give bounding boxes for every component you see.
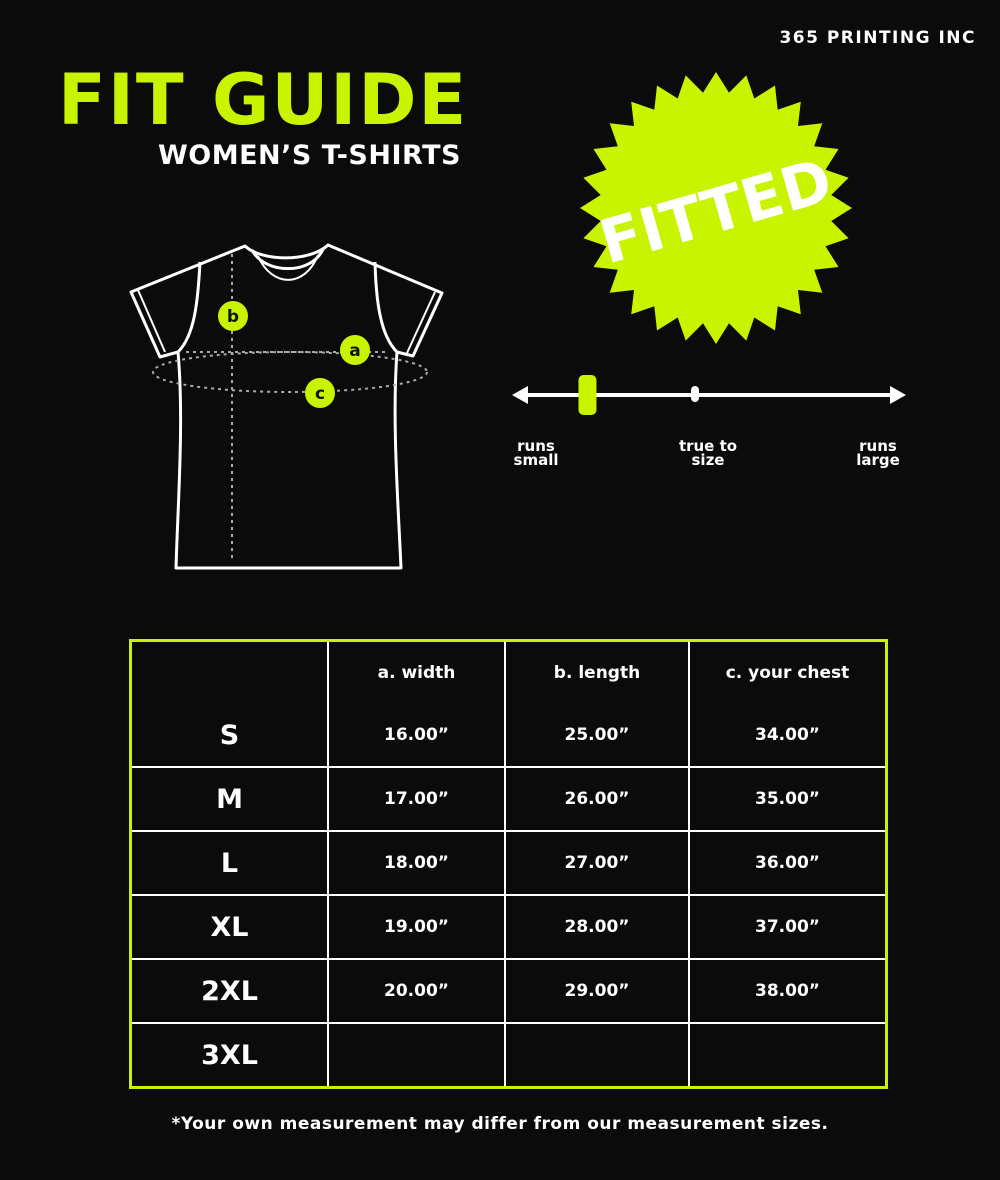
page-title: FIT GUIDE (58, 59, 469, 141)
header-cell: b. length (504, 640, 690, 704)
header-cell: c. your chest (688, 640, 887, 704)
brand-name: 365 PRINTING INC (779, 28, 976, 48)
marker-b: b (218, 301, 248, 331)
table-row: 3XL (130, 1022, 887, 1088)
table-row: L 18.00” 27.00” 36.00” (130, 830, 887, 896)
value-cell: 35.00” (688, 766, 887, 832)
size-cell: XL (130, 894, 329, 960)
size-cell: L (130, 830, 329, 896)
true-to-size-tick (691, 386, 699, 402)
header-cell (130, 640, 329, 704)
fit-level-marker (578, 375, 597, 415)
header-cell: a. width (327, 640, 506, 704)
measurement-lines (152, 254, 428, 562)
table-header-row: a. width b. length c. your chest (130, 640, 887, 704)
value-cell: 34.00” (688, 704, 887, 768)
value-cell: 25.00” (504, 704, 690, 768)
table-row: XL 19.00” 28.00” 37.00” (130, 894, 887, 960)
size-cell: 2XL (130, 958, 329, 1024)
table-row: 2XL 20.00” 29.00” 38.00” (130, 958, 887, 1024)
value-cell: 36.00” (688, 830, 887, 896)
marker-c: c (305, 378, 335, 408)
value-cell: 37.00” (688, 894, 887, 960)
value-cell: 28.00” (504, 894, 690, 960)
arrow-left-icon (512, 386, 528, 404)
value-cell: 18.00” (327, 830, 506, 896)
value-cell: 29.00” (504, 958, 690, 1024)
label-true-to-size: true to size (678, 437, 738, 469)
size-cell: M (130, 766, 329, 832)
value-cell: 19.00” (327, 894, 506, 960)
marker-c-label: c (315, 384, 325, 404)
fit-scale (512, 375, 906, 415)
fitted-starburst (580, 72, 852, 344)
value-cell (327, 1022, 506, 1088)
value-cell: 38.00” (688, 958, 887, 1024)
value-cell: 16.00” (327, 704, 506, 768)
value-cell: 20.00” (327, 958, 506, 1024)
value-cell (504, 1022, 690, 1088)
page-subtitle: WOMEN’S T-SHIRTS (158, 140, 461, 171)
marker-a-label: a (349, 341, 360, 361)
size-table: a. width b. length c. your chest S 16.00”… (129, 639, 888, 1089)
illustrations: b a c FITTED (129, 72, 906, 570)
size-cell: 3XL (130, 1022, 329, 1088)
footnote: *Your own measurement may differ from ou… (171, 1114, 829, 1134)
arrow-right-icon (890, 386, 906, 404)
value-cell (688, 1022, 887, 1088)
table-row: S 16.00” 25.00” 34.00” (130, 704, 887, 768)
marker-a: a (340, 335, 370, 365)
table-row: M 17.00” 26.00” 35.00” (130, 766, 887, 832)
table-body: S 16.00” 25.00” 34.00” M 17.00” 26.00” 35.00” L 1… (130, 704, 887, 1088)
label-runs-large: runs large (856, 437, 900, 469)
value-cell: 26.00” (504, 766, 690, 832)
label-runs-small: runs small (513, 437, 559, 469)
tshirt-diagram (129, 243, 444, 570)
value-cell: 27.00” (504, 830, 690, 896)
size-cell: S (130, 704, 329, 768)
marker-b-label: b (227, 307, 239, 327)
value-cell: 17.00” (327, 766, 506, 832)
